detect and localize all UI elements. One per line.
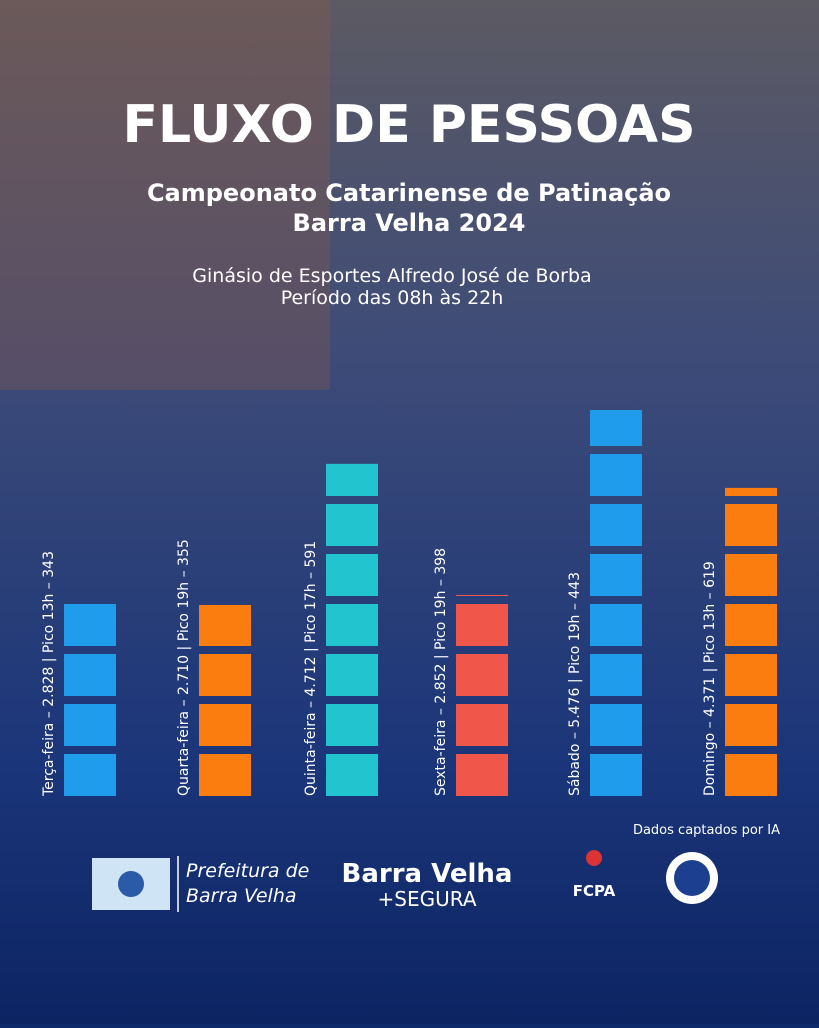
venue: Ginásio de Esportes Alfredo José de Borb… (192, 265, 591, 287)
category-label: Sexta-feira – 2.852 | Pico 19h – 398 (433, 548, 449, 796)
flag-emblem (118, 871, 144, 897)
bar (590, 410, 642, 796)
subtitle: Barra Velha 2024 (293, 209, 526, 237)
chart-title: FLUXO DE PESSOAS (122, 95, 695, 155)
prefeitura-name: Prefeitura de (186, 860, 309, 882)
venue: Período das 08h às 22h (281, 287, 504, 309)
subtitle: Campeonato Catarinense de Patinação (147, 179, 671, 207)
category-label: Quinta-feira – 4.712 | Pico 17h – 591 (303, 541, 319, 796)
category-label: Terça-feira – 2.828 | Pico 13h – 343 (41, 551, 57, 797)
wall (0, 0, 330, 390)
program-tag: +SEGURA (378, 887, 477, 911)
program-name: Barra Velha (342, 859, 513, 889)
federation-logo-inner (674, 860, 710, 896)
source: Dados captados por IA (633, 823, 780, 838)
category-label: Domingo – 4.371 | Pico 13h – 619 (702, 561, 718, 796)
category-label: Quarta-feira – 2.710 | Pico 19h – 355 (176, 539, 192, 796)
fcpa-emblem (586, 850, 602, 866)
bar (326, 463, 378, 796)
fcpa-logo: FCPA (573, 882, 616, 900)
bar (199, 604, 251, 796)
bar (725, 487, 777, 796)
bar (64, 596, 116, 796)
category-label: Sábado – 5.476 | Pico 19h – 443 (567, 572, 583, 796)
prefeitura-name: Barra Velha (186, 885, 297, 907)
bar (456, 594, 508, 796)
